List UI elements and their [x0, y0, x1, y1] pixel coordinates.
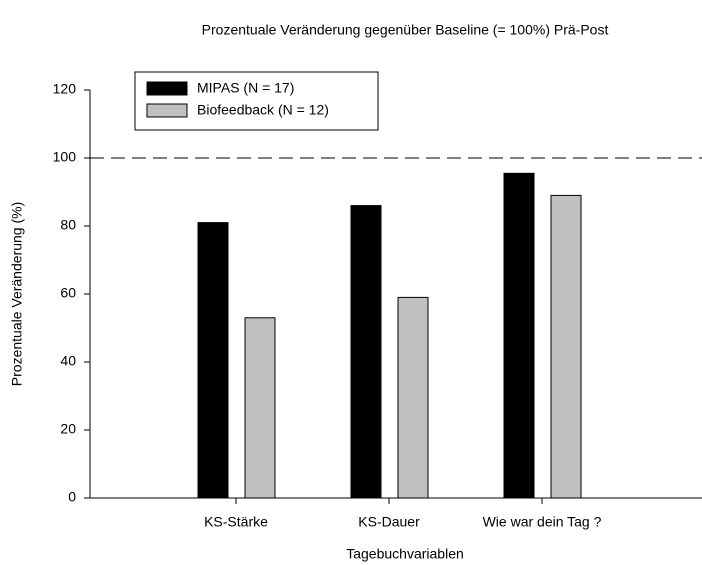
- bar: [350, 205, 382, 499]
- y-tick-label: 20: [60, 421, 76, 437]
- x-tick-label: KS-Stärke: [204, 514, 268, 530]
- y-tick-label: 40: [60, 353, 76, 369]
- x-tick-label: KS-Dauer: [358, 514, 420, 530]
- bar: [244, 317, 276, 499]
- y-tick-label: 0: [68, 489, 76, 505]
- y-tick-label: 80: [60, 217, 76, 233]
- legend-label: MIPAS (N = 17): [197, 80, 294, 96]
- x-tick-label: Wie war dein Tag ?: [483, 514, 602, 530]
- bar: [503, 172, 535, 499]
- y-tick-label: 100: [53, 149, 77, 165]
- legend-label: Biofeedback (N = 12): [197, 102, 329, 118]
- legend-swatch: [146, 81, 188, 96]
- y-axis-label: Prozentuale Veränderung (%): [9, 202, 25, 386]
- bar: [550, 194, 582, 499]
- chart-title: Prozentuale Veränderung gegenüber Baseli…: [202, 22, 609, 38]
- bar: [197, 222, 229, 499]
- x-axis-label: Tagebuchvariablen: [346, 546, 464, 562]
- bar: [397, 296, 429, 499]
- y-tick-label: 120: [53, 81, 77, 97]
- y-tick-label: 60: [60, 285, 76, 301]
- legend-swatch: [146, 103, 188, 118]
